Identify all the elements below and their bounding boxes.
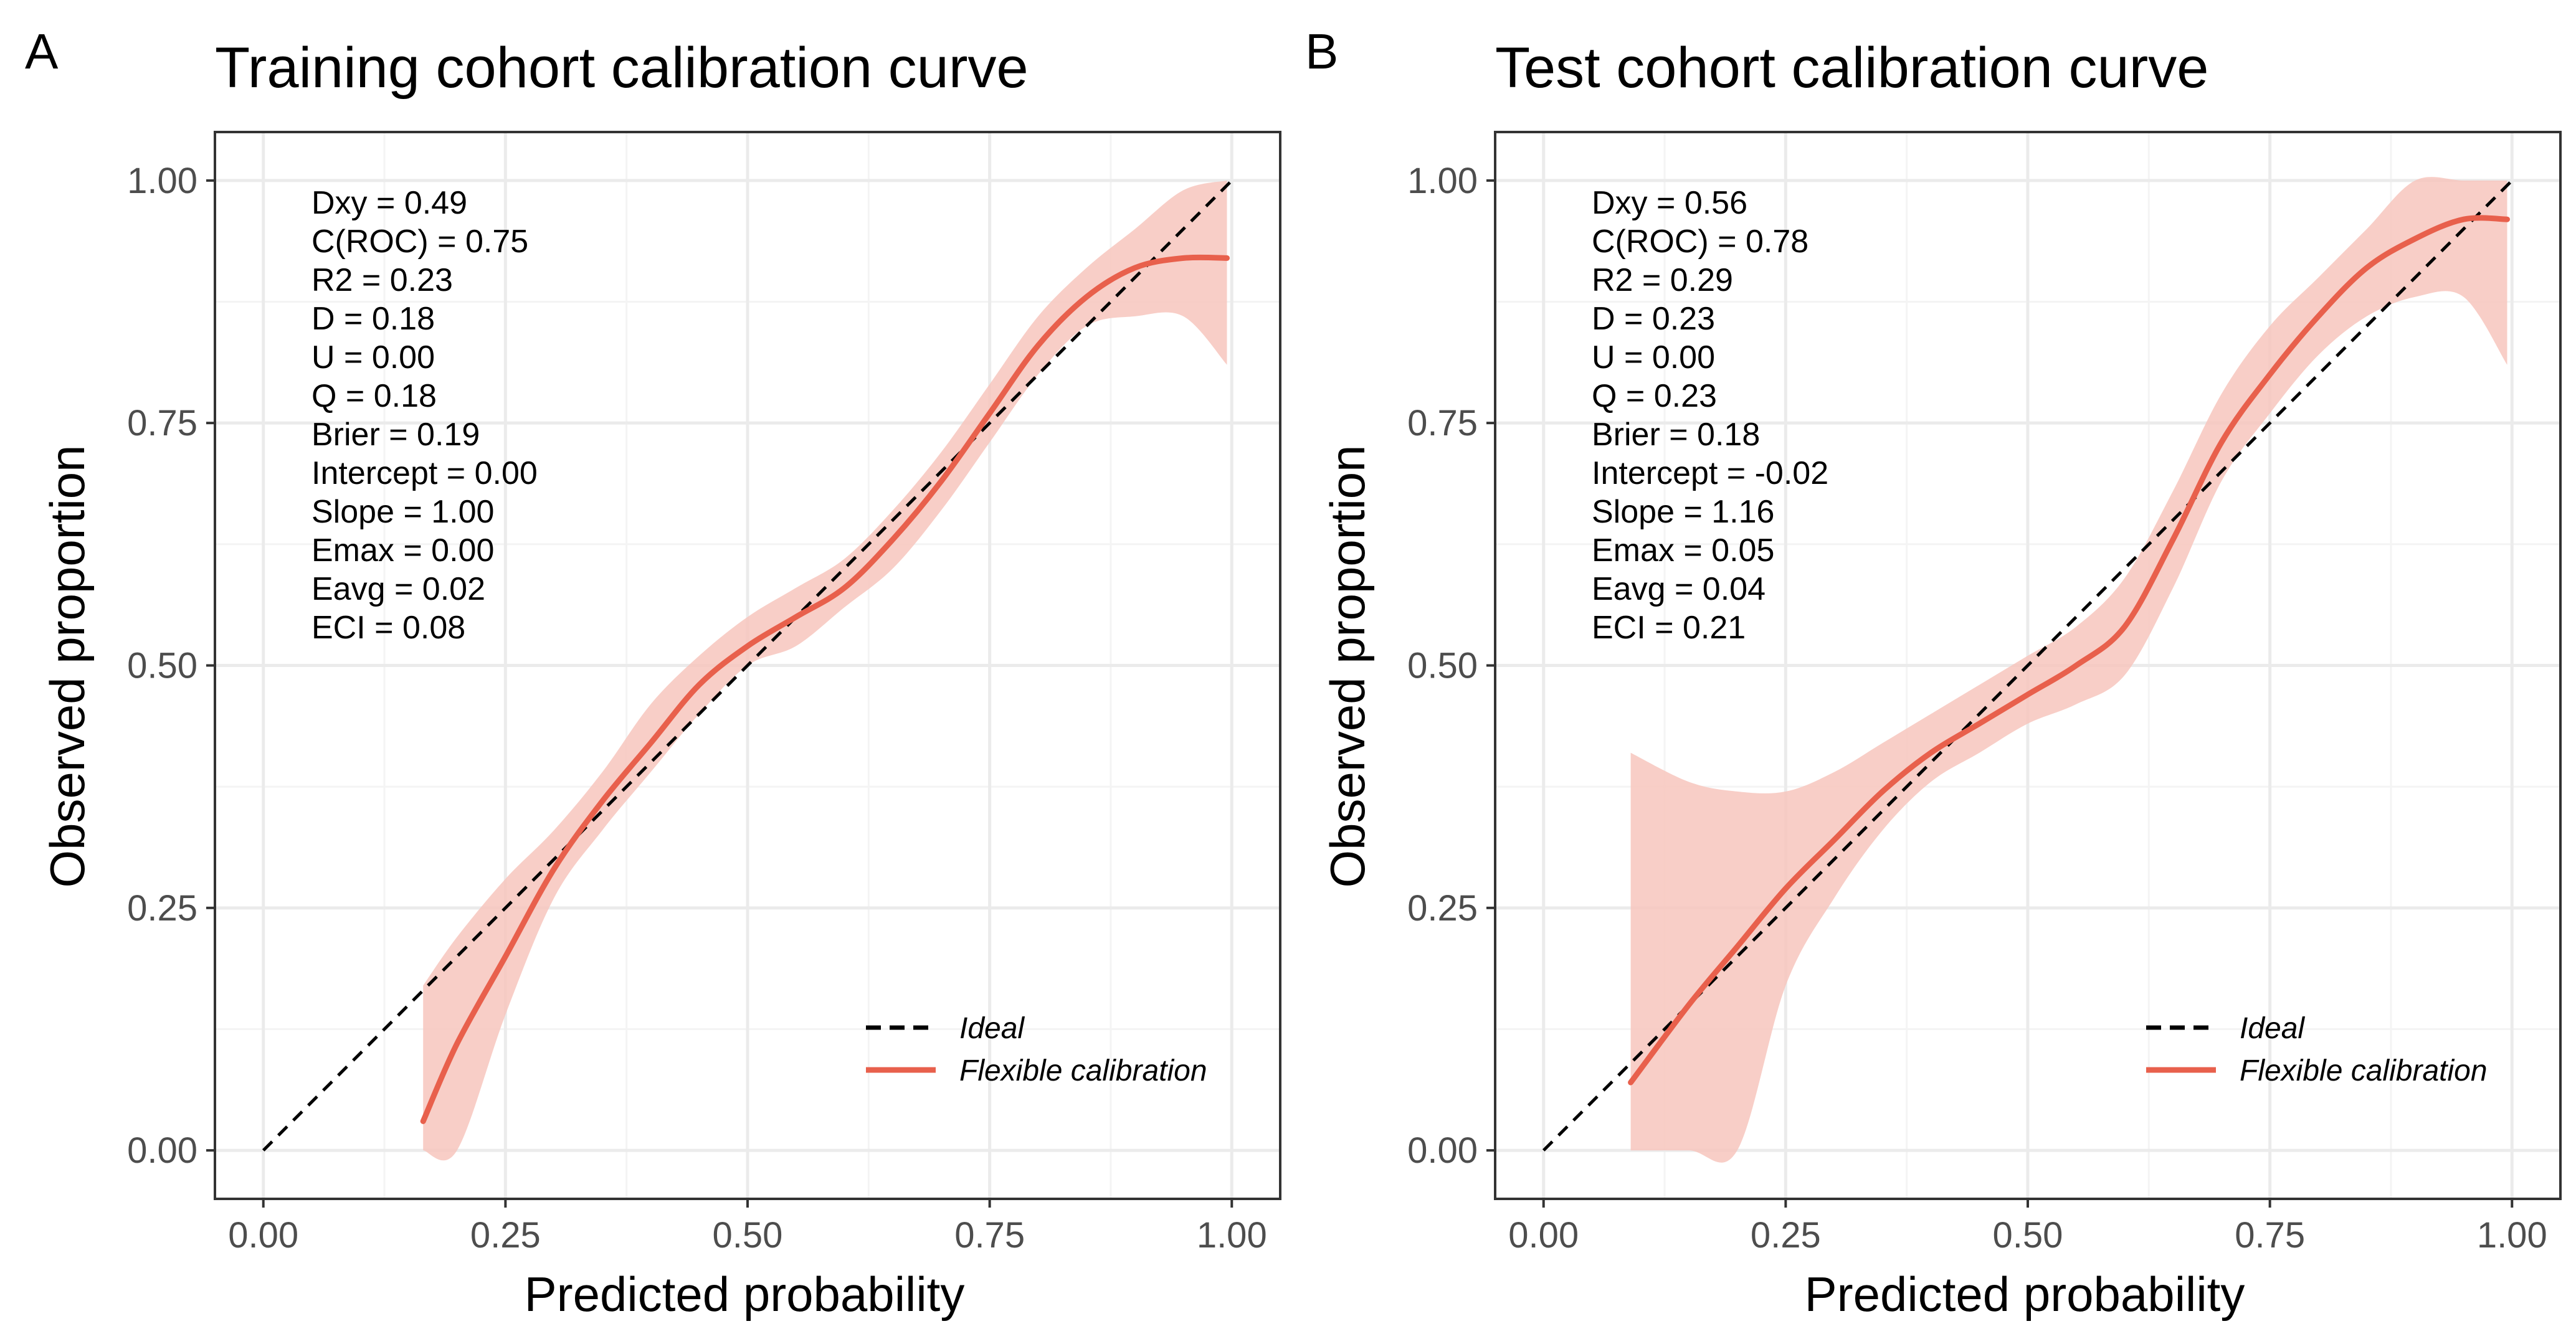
stat-label: D = 0.18 (311, 301, 435, 337)
chart-title: Test cohort calibration curve (1495, 36, 2208, 100)
legend-label-flexible: Flexible calibration (959, 1054, 1207, 1087)
plot-area: 0.00 0.25 0.50 0.75 1.00 0.00 0.25 0.50 0.75 1.00… (1407, 131, 2562, 1256)
y-axis-title: Observed proportion (40, 445, 95, 887)
stat-label: Slope = 1.16 (1592, 494, 1774, 530)
x-tick-label: 0.75 (2235, 1215, 2305, 1256)
x-tick-label: 0.50 (1993, 1215, 2063, 1256)
y-axis-title: Observed proportion (1320, 445, 1375, 887)
y-tick-label: 0.75 (127, 403, 197, 443)
y-tick-label: 0.25 (127, 888, 197, 929)
panel-letter: B (1305, 24, 1338, 79)
x-axis-title: Predicted probability (525, 1267, 965, 1322)
y-tick-label: 1.00 (1407, 161, 1478, 201)
flexible-calibration-line (1628, 215, 2510, 1086)
stat-label: Eavg = 0.04 (1592, 571, 1766, 607)
flexible-calibration-line (420, 254, 1230, 1124)
x-tick-label: 0.50 (713, 1215, 783, 1256)
stat-label: ECI = 0.21 (1592, 610, 1746, 646)
y-tick-label: 0.00 (1407, 1130, 1478, 1171)
legend-label-flexible: Flexible calibration (2240, 1054, 2488, 1087)
stat-label: C(ROC) = 0.78 (1592, 224, 1808, 260)
y-tick-label: 0.50 (1407, 646, 1478, 686)
panel-border (214, 131, 1281, 1200)
stat-label: Emax = 0.00 (311, 532, 494, 569)
stat-label: Q = 0.18 (311, 378, 437, 414)
stat-label: Eavg = 0.02 (311, 571, 485, 607)
x-tick-label: 1.00 (1197, 1215, 1267, 1256)
stat-label: D = 0.23 (1592, 301, 1715, 337)
x-tick-label: 1.00 (2477, 1215, 2547, 1256)
chart-title: Training cohort calibration curve (215, 36, 1029, 100)
stat-label: R2 = 0.29 (1592, 262, 1733, 298)
stat-label: Emax = 0.05 (1592, 532, 1774, 569)
plot-clipped (1542, 177, 2514, 1163)
stat-label: C(ROC) = 0.75 (311, 224, 528, 260)
y-tick-label: 1.00 (127, 161, 197, 201)
stat-label: Dxy = 0.49 (311, 185, 467, 221)
legend-label-ideal: Ideal (2240, 1012, 2305, 1045)
stat-label: ECI = 0.08 (311, 610, 465, 646)
y-tick-label: 0.25 (1407, 888, 1478, 929)
stat-label: Slope = 1.00 (311, 494, 494, 530)
stat-label: Brier = 0.18 (1592, 417, 1760, 453)
x-tick-label: 0.25 (1751, 1215, 1821, 1256)
confidence-band (423, 180, 1227, 1161)
panel-b-test: B Test cohort calibration curve Observed… (1305, 24, 2562, 1322)
plot-clipped (262, 179, 1233, 1161)
ideal-line (1542, 179, 2514, 1152)
y-tick-label: 0.50 (127, 646, 197, 686)
stat-label: Intercept = -0.02 (1592, 455, 1828, 491)
stat-label: Intercept = 0.00 (311, 455, 538, 491)
panel-letter: A (25, 24, 59, 79)
stat-label: Dxy = 0.56 (1592, 185, 1747, 221)
plot-area: 0.00 0.25 0.50 0.75 1.00 0.00 0.25 0.50 0.75 1.00… (127, 131, 1281, 1256)
stat-label: Q = 0.23 (1592, 378, 1717, 414)
x-tick-label: 0.00 (1508, 1215, 1579, 1256)
panel-a-training: A Training cohort calibration curve Obse… (25, 24, 1281, 1322)
stat-label: Brier = 0.19 (311, 417, 480, 453)
stat-label: U = 0.00 (311, 339, 435, 376)
stat-label: R2 = 0.23 (311, 262, 453, 298)
y-tick-label: 0.00 (127, 1130, 197, 1171)
x-tick-label: 0.25 (470, 1215, 541, 1256)
x-axis-title: Predicted probability (1805, 1267, 2245, 1322)
legend-label-ideal: Ideal (959, 1012, 1025, 1045)
x-tick-label: 0.00 (228, 1215, 298, 1256)
x-tick-label: 0.75 (954, 1215, 1025, 1256)
stat-label: U = 0.00 (1592, 339, 1715, 376)
panel-border (1494, 131, 2562, 1200)
y-tick-label: 0.75 (1407, 403, 1478, 443)
ideal-line (262, 179, 1233, 1152)
